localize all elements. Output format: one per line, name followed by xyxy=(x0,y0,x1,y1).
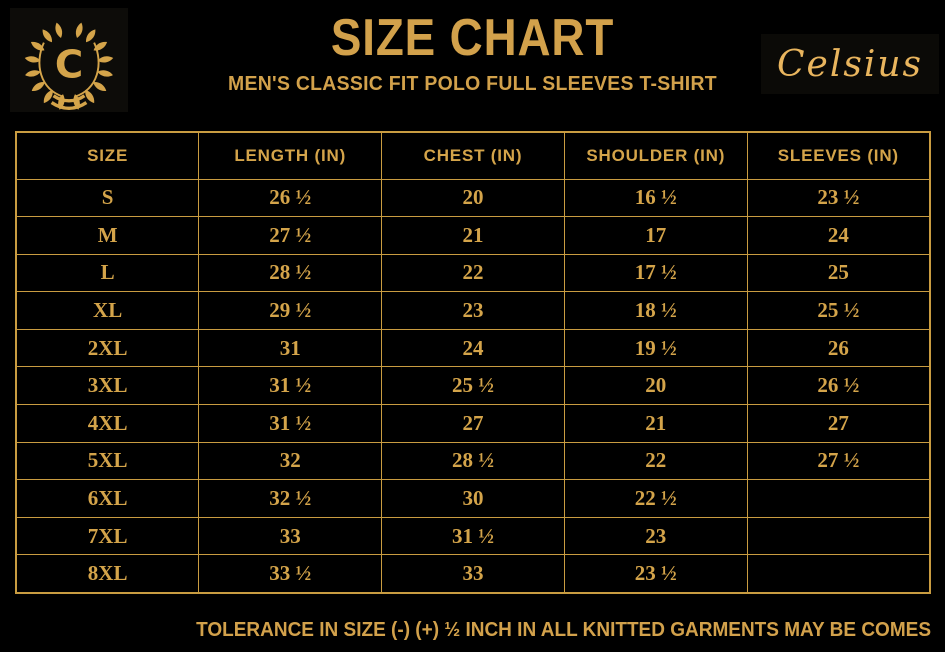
table-cell: 26 xyxy=(746,328,931,368)
table-cell: 28 ½ xyxy=(198,253,383,293)
table-cell: 32 xyxy=(198,441,383,481)
brand-logo: C xyxy=(10,8,128,112)
table-cell: 31 ½ xyxy=(198,404,383,443)
tolerance-note: TOLERANCE IN SIZE (-) (+) ½ INCH IN ALL … xyxy=(196,619,931,641)
table-cell: 31 ½ xyxy=(198,366,383,406)
table-cell: 21 xyxy=(381,216,565,255)
table-cell: 16 ½ xyxy=(563,178,748,218)
table-cell: 24 xyxy=(381,328,565,368)
table-cell: 23 xyxy=(563,516,748,556)
column-header: SLEEVES (IN) xyxy=(746,131,931,180)
table-cell: 25 xyxy=(746,253,931,293)
column-header: SHOULDER (IN) xyxy=(563,131,748,180)
table-row: L 28 ½ 22 17 ½ 25 xyxy=(15,253,931,293)
table-row: 7XL 33 31 ½ 23 xyxy=(15,516,931,556)
table-cell: 27 xyxy=(381,404,565,443)
table-cell xyxy=(746,479,931,518)
table-cell: 20 xyxy=(381,178,565,218)
size-cell: M xyxy=(15,216,200,255)
table-cell: 24 xyxy=(746,216,931,255)
table-cell: 27 xyxy=(746,404,931,443)
size-cell: 3XL xyxy=(15,366,200,406)
header-row: SIZE LENGTH (IN) CHEST (IN) SHOULDER (IN) SL… xyxy=(15,131,931,180)
table-cell: 27 ½ xyxy=(198,216,383,255)
size-cell: XL xyxy=(15,291,200,330)
table-row: 3XL 31 ½ 25 ½ 20 26 ½ xyxy=(15,366,931,406)
table-cell: 29 ½ xyxy=(198,291,383,330)
table-cell: 28 ½ xyxy=(381,441,565,481)
size-cell: 8XL xyxy=(15,554,200,594)
page-subtitle: MEN'S CLASSIC FIT POLO FULL SLEEVES T-SH… xyxy=(228,73,717,95)
table-cell: 23 xyxy=(381,291,565,330)
table-row: S 26 ½ 20 16 ½ 23 ½ xyxy=(15,178,931,218)
table-cell: 30 xyxy=(381,479,565,518)
table-cell: 33 xyxy=(381,554,565,594)
header: SIZE CHART MEN'S CLASSIC FIT POLO FULL S… xyxy=(0,12,945,96)
table-cell: 32 ½ xyxy=(198,479,383,518)
table-cell: 26 ½ xyxy=(198,178,383,218)
table-row: M 27 ½ 21 17 24 xyxy=(15,216,931,255)
table-cell: 22 ½ xyxy=(563,479,748,518)
size-table-body: S 26 ½ 20 16 ½ 23 ½ M 27 ½ 21 17 24 L 28 ½ 22 17 ½ 25 X… xyxy=(15,178,931,594)
table-cell: 25 ½ xyxy=(746,291,931,330)
table-cell: 22 xyxy=(381,253,565,293)
table-cell xyxy=(746,554,931,594)
table-cell: 31 ½ xyxy=(381,516,565,556)
table-cell: 27 ½ xyxy=(746,441,931,481)
table-cell: 26 ½ xyxy=(746,366,931,406)
table-row: 4XL 31 ½ 27 21 27 xyxy=(15,404,931,443)
table-cell: 23 ½ xyxy=(563,554,748,594)
laurel-wreath-icon: C xyxy=(24,21,114,111)
column-header: SIZE xyxy=(15,131,200,180)
size-cell: 4XL xyxy=(15,404,200,443)
brand-wordmark: Celsius xyxy=(776,43,923,85)
table-row: XL 29 ½ 23 18 ½ 25 ½ xyxy=(15,291,931,330)
column-header: LENGTH (IN) xyxy=(198,131,383,180)
page-title: SIZE CHART xyxy=(330,9,615,67)
table-row: 6XL 32 ½ 30 22 ½ xyxy=(15,479,931,518)
size-cell: L xyxy=(15,253,200,293)
table-cell: 31 xyxy=(198,328,383,368)
size-table: SIZE LENGTH (IN) CHEST (IN) SHOULDER (IN) SL… xyxy=(15,131,931,594)
table-cell: 21 xyxy=(563,404,748,443)
table-cell: 17 ½ xyxy=(563,253,748,293)
table-cell xyxy=(746,516,931,556)
size-table-head: SIZE LENGTH (IN) CHEST (IN) SHOULDER (IN) SL… xyxy=(15,131,931,180)
brand-wordmark-box: Celsius xyxy=(761,34,939,94)
table-cell: 20 xyxy=(563,366,748,406)
table-cell: 23 ½ xyxy=(746,178,931,218)
table-cell: 19 ½ xyxy=(563,328,748,368)
size-cell: 5XL xyxy=(15,441,200,481)
table-cell: 33 xyxy=(198,516,383,556)
table-cell: 17 xyxy=(563,216,748,255)
table-row: 5XL 32 28 ½ 22 27 ½ xyxy=(15,441,931,481)
table-row: 2XL 31 24 19 ½ 26 xyxy=(15,328,931,368)
table-cell: 22 xyxy=(563,441,748,481)
size-cell: S xyxy=(15,178,200,218)
column-header: CHEST (IN) xyxy=(381,131,565,180)
size-cell: 6XL xyxy=(15,479,200,518)
table-cell: 33 ½ xyxy=(198,554,383,594)
size-cell: 2XL xyxy=(15,328,200,368)
table-cell: 18 ½ xyxy=(563,291,748,330)
size-cell: 7XL xyxy=(15,516,200,556)
logo-letter: C xyxy=(55,42,83,87)
table-row: 8XL 33 ½ 33 23 ½ xyxy=(15,554,931,594)
table-cell: 25 ½ xyxy=(381,366,565,406)
